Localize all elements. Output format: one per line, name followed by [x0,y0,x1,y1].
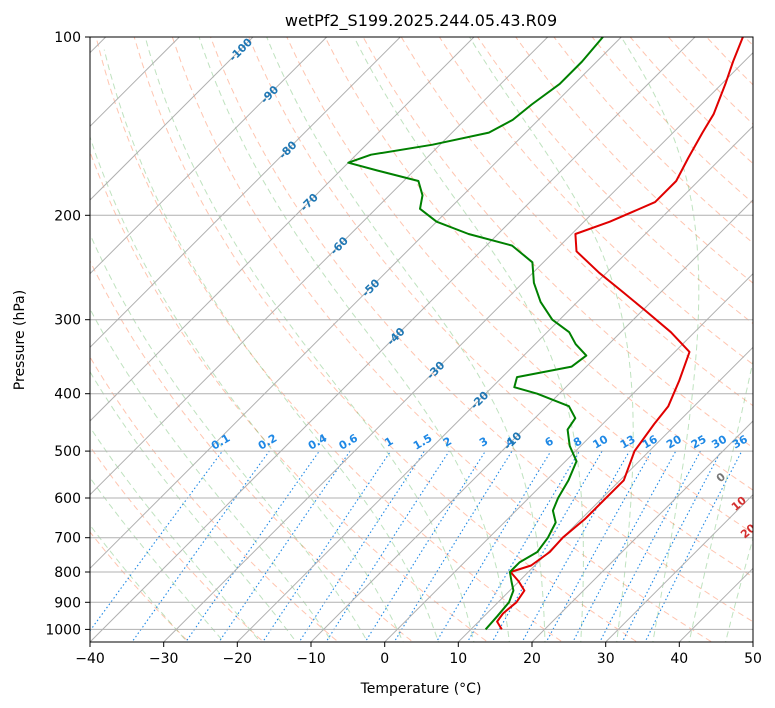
mixing-ratio-line [262,450,392,642]
y-tick-label: 100 [54,30,81,46]
isotherm-line [90,37,696,642]
mixing-ratio-line [393,450,513,642]
dry-adiabat-line [90,150,489,642]
y-tick-label: 700 [54,531,81,547]
isotherm-line [90,37,622,570]
moist-adiabat-line [353,37,584,642]
y-tick-label: 1000 [45,622,81,638]
mixing-ratio-line [325,450,450,642]
mixing-ratio-line [521,450,630,642]
moist-adiabat-line [688,358,753,642]
mixing-ratio-line [298,450,425,642]
moist-adiabat-line [198,37,510,642]
x-tick-label: 20 [523,651,541,667]
dry-adiabat-line [95,37,564,642]
y-tick-label: 500 [54,444,81,460]
x-tick-label: 50 [744,651,762,667]
isotherm-line [384,272,753,642]
moist-adiabat-line [90,135,404,642]
x-axis-label: Temperature (°C) [360,681,482,697]
isotherm-line [163,51,753,642]
isotherm-line [236,125,753,642]
sounding-series [347,37,744,631]
x-tick-label: −30 [149,651,179,667]
isotherm-line [605,493,753,642]
dewpoint-profile-line [347,37,604,631]
moist-adiabat-line [90,476,225,642]
dry-adiabat-line [286,37,753,534]
y-tick-label: 200 [54,208,81,224]
dry-adiabat-line [90,259,414,642]
pressure-gridlines [90,37,753,630]
moist-adiabat-line [90,426,261,642]
y-axis-label: Pressure (hPa) [12,290,28,390]
dry-adiabats [90,37,753,642]
dry-adiabat-line [90,445,265,642]
moist-adiabat-line [103,49,440,642]
isotherm-line [90,37,401,349]
mixing-ratio-line [435,450,552,642]
y-tick-label: 800 [54,565,81,581]
mixing-ratio-line [364,450,486,642]
mixing-ratio-line [644,450,743,642]
isotherm-line [90,37,549,496]
isotherm-line [310,199,753,642]
moist-adiabat-line [266,37,546,642]
isotherm-line [90,37,475,422]
x-tick-label: −10 [296,651,326,667]
x-tick-label: 10 [449,651,467,667]
moist-adiabat-line [725,536,753,642]
dry-adiabat-line [324,37,753,491]
dry-adiabat-line [171,37,713,642]
chart-title: wetPf2_S199.2025.244.05.43.R09 [285,11,557,31]
mixing-ratio-line [131,450,270,642]
dry-adiabat-line [362,37,753,449]
mixing-ratio-line [545,450,653,642]
x-tick-label: 0 [380,651,389,667]
plot-frame [89,36,754,643]
y-tick-label: 600 [54,491,81,507]
temperature-profile-line [496,37,744,630]
isotherm-line [90,37,254,201]
x-tick-label: −40 [75,651,105,667]
y-tick-label: 300 [54,313,81,329]
y-tick-label: 400 [54,387,81,403]
dry-adiabat-line [515,37,753,284]
dry-adiabat-line [133,37,638,642]
x-tick-label: 40 [670,651,688,667]
mixing-ratio-line [621,450,722,642]
x-axis: −40 −30 −20 −10 0 10 20 30 40 50 [75,642,762,667]
x-tick-label: 30 [597,651,615,667]
dry-adiabat-line [90,356,339,642]
skewed-isotherms [90,37,753,642]
x-tick-label: −20 [223,651,253,667]
y-tick-label: 900 [54,595,81,611]
moist-adiabat-line [90,524,188,642]
isotherm-line [90,37,328,275]
mixing-ratio-lines [90,450,743,642]
moist-adiabat-line [620,37,700,642]
moist-adiabat-line [90,308,333,642]
dry-adiabat-line [248,37,753,578]
y-axis: 1000 900 800 700 600 500 400 300 200 100 [45,30,90,638]
moist-adiabat-line [144,37,475,642]
mixing-ratio-line [218,450,351,642]
isotherm-line [531,420,753,642]
mixing-ratio-line [185,450,320,642]
moist-adiabat-line [90,370,297,642]
